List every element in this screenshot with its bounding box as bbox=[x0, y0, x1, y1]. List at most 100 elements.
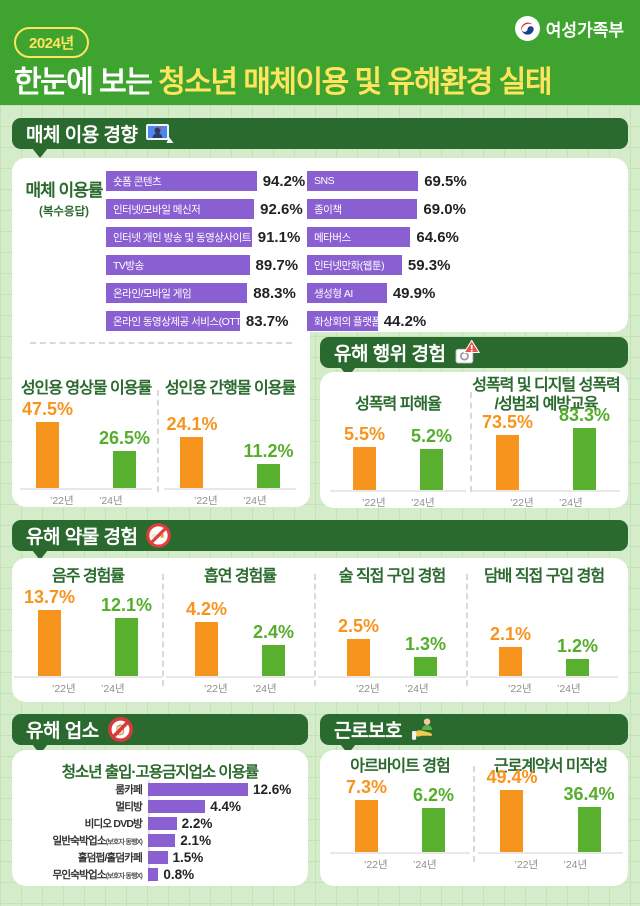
ministry-logo: 여성가족부 bbox=[514, 16, 624, 41]
section-header-labor: 근로보호 bbox=[320, 714, 628, 754]
bar-label: 온라인/모바일 게임 bbox=[113, 287, 192, 300]
section-title: 근로보호 bbox=[334, 721, 402, 742]
value-label-2024: 2.4% bbox=[253, 622, 295, 643]
plot-area: 5.5% 5.2% bbox=[330, 414, 466, 492]
chart-title: 성인용 영상물 이용률 bbox=[20, 379, 152, 397]
bar-2024 bbox=[414, 656, 438, 676]
bar-value: 94.2% bbox=[262, 172, 306, 190]
value-label-2024: 11.2% bbox=[243, 441, 294, 462]
bar: 인터넷만화(웹툰) bbox=[307, 255, 402, 275]
section-title: 유해 업소 bbox=[26, 721, 99, 742]
chart-label-main: 매체 이용률 bbox=[25, 181, 104, 200]
chart-drinking-experience: 음주 경험률 13.7% 12.1% ’22년 ’24년 bbox=[14, 566, 162, 696]
x-axis-labels: ’22년 ’24년 bbox=[204, 683, 277, 695]
x-axis-labels: ’22년 ’24년 bbox=[510, 497, 583, 509]
value-label-2022: 13.7% bbox=[23, 587, 75, 608]
value-label-2022: 24.1% bbox=[166, 414, 218, 435]
bar-label: 무인숙박업소(보호자 동행X) bbox=[52, 869, 143, 881]
value-label-2022: 73.5% bbox=[481, 411, 533, 432]
bar-2024 bbox=[115, 617, 139, 676]
bar-value: 59.3% bbox=[407, 256, 451, 274]
value-label-2024: 12.1% bbox=[101, 594, 153, 615]
value-label-2024: 26.5% bbox=[99, 428, 151, 449]
bar-row: 비디오 DVD방 2.2% bbox=[14, 816, 302, 831]
bar-label: 종이책 bbox=[314, 203, 342, 216]
business-chart-title: 청소년 출입·고용금지업소 이용률 bbox=[61, 764, 259, 781]
bar bbox=[148, 800, 206, 813]
value-label-2024: 6.2% bbox=[413, 784, 455, 805]
bar-value: 89.7% bbox=[255, 256, 299, 274]
bar-label: 멀티방 bbox=[115, 801, 142, 813]
bar: 화상회의 플랫폼 bbox=[307, 311, 378, 331]
plot-area: 24.1% 11.2% bbox=[164, 398, 296, 490]
bar: 생성형 AI bbox=[307, 283, 387, 303]
bar-row: 인터넷 개인 방송 및 동영상사이트 91.1% bbox=[106, 227, 306, 247]
x-axis-labels: ’22년 ’24년 bbox=[514, 859, 588, 871]
bar: 인터넷/모바일 메신저 bbox=[106, 199, 255, 219]
bar-label: SNS bbox=[314, 175, 335, 187]
plot-area: 4.2% 2.4% bbox=[166, 586, 314, 678]
bar-label: 온라인 동영상제공 서비스(OTT) bbox=[113, 315, 240, 328]
bar-2024 bbox=[257, 464, 281, 488]
bar-value: 69.5% bbox=[424, 172, 467, 190]
bar-label: 룸카페 bbox=[115, 784, 142, 796]
bar-row: 일반숙박업소(보호자 동행X) 2.1% bbox=[14, 833, 302, 848]
bar-2024 bbox=[113, 451, 137, 488]
bar-2024 bbox=[573, 427, 597, 490]
x-axis-labels: ’22년 ’24년 bbox=[362, 497, 435, 509]
bar-value: 1.5% bbox=[172, 850, 204, 865]
bar-value: 91.1% bbox=[257, 228, 301, 246]
no-smoking-icon bbox=[146, 523, 172, 548]
bar bbox=[148, 868, 159, 881]
bar-2022 bbox=[194, 622, 218, 676]
bar-row: 생성형 AI 49.9% bbox=[307, 283, 547, 303]
bar: 메타버스 bbox=[307, 227, 411, 247]
bar-label: 인터넷/모바일 메신저 bbox=[113, 203, 201, 216]
dashed-divider bbox=[473, 766, 475, 862]
bar-label: 인터넷 개인 방송 및 동영상사이트 bbox=[113, 231, 251, 244]
chart-smoking-experience: 흡연 경험률 4.2% 2.4% ’22년 ’24년 bbox=[166, 566, 314, 696]
bar-2022 bbox=[346, 639, 370, 676]
page-title-prefix: 한눈에 보는 bbox=[14, 66, 153, 99]
government-emblem-icon bbox=[514, 16, 540, 41]
year-badge: 2024년 bbox=[14, 27, 89, 58]
no-entry-hand-icon bbox=[107, 717, 133, 742]
warning-camera-icon bbox=[456, 339, 481, 364]
bar-2022 bbox=[500, 790, 524, 852]
bar-row: 온라인 동영상제공 서비스(OTT) 83.7% bbox=[106, 311, 306, 331]
dashed-divider bbox=[466, 574, 468, 686]
value-label-2022: 47.5% bbox=[21, 398, 73, 419]
bar-value: 69.0% bbox=[423, 200, 466, 218]
bar-row: 홀덤펍/홀덤카페 1.5% bbox=[14, 850, 302, 865]
x-axis-labels: ’22년 ’24년 bbox=[194, 495, 267, 507]
bar-label: TV방송 bbox=[113, 259, 144, 272]
bar-label: 비디오 DVD방 bbox=[84, 818, 143, 830]
bar-2024 bbox=[577, 806, 601, 852]
x-axis-labels: ’22년 ’24년 bbox=[52, 683, 125, 695]
bar-2022 bbox=[37, 610, 61, 676]
bar-2022 bbox=[354, 800, 378, 852]
chart-sexual-victim-rate: 성폭력 피해율 5.5% 5.2% ’22년 ’24년 bbox=[330, 378, 466, 510]
page-title: 한눈에 보는 청소년 매체이용 및 유해환경 실태 bbox=[14, 57, 552, 101]
x-axis-labels: ’22년 ’24년 bbox=[364, 859, 437, 871]
dashed-divider bbox=[314, 574, 316, 686]
bar-row: 숏폼 콘텐츠 94.2% bbox=[106, 171, 306, 191]
chart-alcohol-purchase: 술 직접 구입 경험 2.5% 1.3% ’22년 ’24년 bbox=[318, 566, 466, 696]
bar: 인터넷 개인 방송 및 동영상사이트 bbox=[106, 227, 252, 247]
chart-title: 성인용 간행물 이용률 bbox=[164, 379, 296, 397]
axis-line bbox=[148, 780, 150, 882]
bar-row: 인터넷/모바일 메신저 92.6% bbox=[106, 199, 306, 219]
section-header-media: 매체 이용 경향 bbox=[12, 118, 628, 158]
value-label-2024: 83.3% bbox=[559, 404, 611, 425]
chart-title: 근로계약서 미작성 bbox=[493, 757, 608, 775]
value-label-2022: 7.3% bbox=[345, 777, 387, 798]
bar-row: 룸카페 12.6% bbox=[14, 782, 302, 797]
x-axis-labels: ’22년 ’24년 bbox=[508, 683, 581, 695]
media-usage-chart-label: 매체 이용률 (복수응답) bbox=[20, 176, 108, 219]
plot-area: 47.5% 26.5% bbox=[20, 398, 152, 490]
plot-area: 49.4% 36.4% bbox=[478, 768, 623, 854]
hand-holding-person-icon bbox=[411, 718, 433, 740]
dashed-divider bbox=[157, 390, 159, 492]
value-label-2022: 2.5% bbox=[337, 616, 379, 636]
bar-2022 bbox=[352, 447, 376, 490]
